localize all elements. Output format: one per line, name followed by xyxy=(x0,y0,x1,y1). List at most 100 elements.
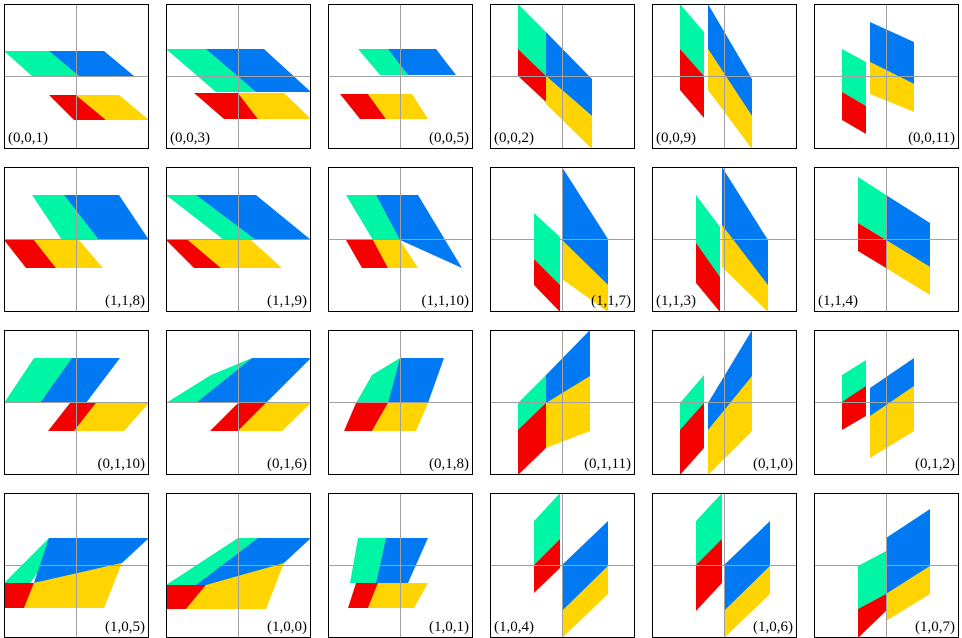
panel: (1,0,1) xyxy=(328,493,473,638)
panel: (0,1,11) xyxy=(490,330,635,475)
red-parallelogram xyxy=(344,403,388,431)
panel-label: (1,1,8) xyxy=(105,293,145,309)
blue-parallelogram xyxy=(388,358,444,403)
panel-label: (0,1,10) xyxy=(97,456,146,472)
green-parallelogram xyxy=(356,358,400,403)
yellow-parallelogram xyxy=(722,225,768,312)
panel-frame xyxy=(490,167,635,312)
panel-label: (0,0,3) xyxy=(170,130,210,146)
panel-label: (0,1,8) xyxy=(429,456,469,472)
panel-figure xyxy=(814,4,959,149)
red-parallelogram xyxy=(858,223,886,268)
blue-parallelogram xyxy=(196,358,311,403)
panel-frame xyxy=(490,4,635,149)
panel-figure xyxy=(652,167,797,312)
panel-label: (1,0,6) xyxy=(753,619,793,635)
panel-figure xyxy=(652,330,797,475)
panel-figure xyxy=(166,167,311,312)
panel: (1,1,4) xyxy=(814,167,959,312)
panel: (1,1,3) xyxy=(652,167,797,312)
panel: (1,1,9) xyxy=(166,167,311,312)
red-parallelogram xyxy=(696,539,722,611)
panel: (0,0,5) xyxy=(328,4,473,149)
yellow-parallelogram xyxy=(546,376,590,448)
blue-parallelogram xyxy=(376,195,462,268)
green-parallelogram xyxy=(842,49,866,106)
yellow-parallelogram xyxy=(546,76,592,149)
panel-figure xyxy=(4,330,149,475)
blue-parallelogram xyxy=(196,538,311,585)
panel-frame xyxy=(328,330,473,475)
panel: (1,0,6) xyxy=(652,493,797,638)
red-parallelogram xyxy=(680,49,704,118)
red-parallelogram xyxy=(48,403,96,431)
panel-label: (1,0,4) xyxy=(494,619,534,635)
green-parallelogram xyxy=(518,4,546,76)
panel-label: (0,0,9) xyxy=(656,130,696,146)
panel: (1,1,10) xyxy=(328,167,473,312)
panel-label: (0,1,2) xyxy=(915,456,955,472)
yellow-parallelogram xyxy=(368,583,428,608)
panel: (0,1,8) xyxy=(328,330,473,475)
green-parallelogram xyxy=(166,358,252,403)
yellow-parallelogram xyxy=(368,94,428,119)
yellow-parallelogram xyxy=(24,563,122,608)
panel-label: (0,1,6) xyxy=(267,456,307,472)
red-parallelogram xyxy=(534,259,560,312)
yellow-parallelogram xyxy=(562,240,608,312)
panel-frame xyxy=(652,330,797,475)
green-parallelogram xyxy=(4,51,79,76)
panel-label: (1,0,5) xyxy=(105,619,145,635)
panel-label: (0,0,1) xyxy=(8,130,48,146)
red-parallelogram xyxy=(680,403,704,475)
panel-label: (1,1,3) xyxy=(656,293,696,309)
panel-frame xyxy=(652,4,797,149)
panel: (1,0,4) xyxy=(490,493,635,638)
panel-figure xyxy=(490,493,635,638)
panel-figure xyxy=(490,4,635,149)
panel-figure xyxy=(814,493,959,638)
panel-figure xyxy=(652,4,797,149)
panel-label: (1,1,4) xyxy=(818,293,858,309)
green-parallelogram xyxy=(534,213,560,285)
blue-parallelogram xyxy=(722,167,768,297)
panel: (0,1,2) xyxy=(814,330,959,475)
panel-figure xyxy=(328,4,473,149)
yellow-parallelogram xyxy=(870,62,914,112)
panel: (0,1,6) xyxy=(166,330,311,475)
green-parallelogram xyxy=(346,195,400,240)
green-parallelogram xyxy=(680,4,704,76)
panel: (0,0,9) xyxy=(652,4,797,149)
green-parallelogram xyxy=(350,538,386,583)
panel-frame xyxy=(652,167,797,312)
blue-parallelogram xyxy=(886,195,930,267)
panel: (1,1,8) xyxy=(4,167,149,312)
panel-label: (1,1,10) xyxy=(421,293,470,309)
blue-parallelogram xyxy=(886,509,930,594)
panel-frame xyxy=(328,4,473,149)
panel-frame xyxy=(166,167,311,312)
red-parallelogram xyxy=(166,240,221,268)
yellow-parallelogram xyxy=(34,240,103,268)
panel-figure xyxy=(166,4,311,149)
yellow-parallelogram xyxy=(562,566,608,638)
blue-parallelogram xyxy=(49,51,134,76)
yellow-parallelogram xyxy=(708,376,752,475)
panel: (0,0,3) xyxy=(166,4,311,149)
panel-figure xyxy=(814,330,959,475)
red-parallelogram xyxy=(194,93,258,119)
panel-figure xyxy=(4,493,149,638)
blue-parallelogram xyxy=(388,49,456,75)
panel-label: (0,0,11) xyxy=(908,130,955,146)
panel-figure xyxy=(814,167,959,312)
panel-label: (1,0,0) xyxy=(267,619,307,635)
panel-frame xyxy=(4,167,149,312)
panel-frame xyxy=(490,330,635,475)
panel-figure xyxy=(328,330,473,475)
panel-figure xyxy=(328,493,473,638)
green-parallelogram xyxy=(166,49,256,92)
red-parallelogram xyxy=(696,243,720,312)
panel-frame xyxy=(814,330,959,475)
panel-label: (1,1,9) xyxy=(267,293,307,309)
